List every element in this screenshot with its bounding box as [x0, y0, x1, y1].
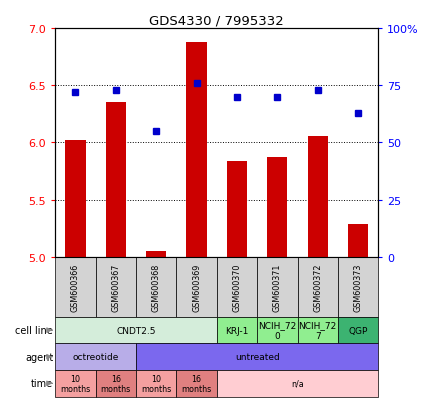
Bar: [176, 257, 217, 317]
Bar: [176, 370, 217, 396]
Bar: [257, 257, 298, 317]
Bar: [338, 257, 378, 317]
Text: GSM600373: GSM600373: [354, 263, 363, 311]
Text: GSM600369: GSM600369: [192, 263, 201, 311]
Text: GSM600366: GSM600366: [71, 263, 80, 311]
Text: time: time: [31, 378, 53, 388]
Bar: [146, 252, 166, 257]
Text: QGP: QGP: [348, 326, 368, 335]
Bar: [55, 257, 96, 317]
Text: NCIH_72
0: NCIH_72 0: [258, 320, 296, 340]
Text: 16
months: 16 months: [101, 374, 131, 393]
Bar: [338, 317, 378, 344]
Bar: [217, 317, 257, 344]
Bar: [298, 257, 338, 317]
Bar: [136, 370, 176, 396]
Bar: [187, 43, 207, 257]
Text: agent: agent: [25, 352, 53, 362]
Text: untreated: untreated: [235, 352, 280, 361]
Text: GSM600367: GSM600367: [111, 263, 120, 311]
Bar: [65, 141, 85, 257]
Bar: [227, 161, 247, 257]
Bar: [136, 344, 378, 370]
Text: 10
months: 10 months: [141, 374, 171, 393]
Title: GDS4330 / 7995332: GDS4330 / 7995332: [149, 15, 284, 28]
Bar: [308, 136, 328, 257]
Bar: [96, 370, 136, 396]
Bar: [217, 257, 257, 317]
Bar: [96, 257, 136, 317]
Text: GSM600368: GSM600368: [152, 263, 161, 311]
Text: GSM600371: GSM600371: [273, 263, 282, 311]
Text: KRJ-1: KRJ-1: [225, 326, 249, 335]
Bar: [298, 317, 338, 344]
Bar: [136, 257, 176, 317]
Text: CNDT2.5: CNDT2.5: [116, 326, 156, 335]
Bar: [257, 317, 298, 344]
Text: cell line: cell line: [15, 325, 53, 335]
Text: 10
months: 10 months: [60, 374, 91, 393]
Text: GSM600370: GSM600370: [232, 263, 241, 311]
Bar: [55, 370, 96, 396]
Bar: [267, 158, 287, 257]
Bar: [106, 103, 126, 257]
Text: GSM600372: GSM600372: [313, 263, 322, 311]
Bar: [55, 317, 217, 344]
Text: octreotide: octreotide: [72, 352, 119, 361]
Bar: [217, 370, 378, 396]
Text: NCIH_72
7: NCIH_72 7: [298, 320, 337, 340]
Text: n/a: n/a: [291, 379, 304, 388]
Bar: [348, 224, 368, 257]
Bar: [55, 344, 136, 370]
Text: 16
months: 16 months: [181, 374, 212, 393]
